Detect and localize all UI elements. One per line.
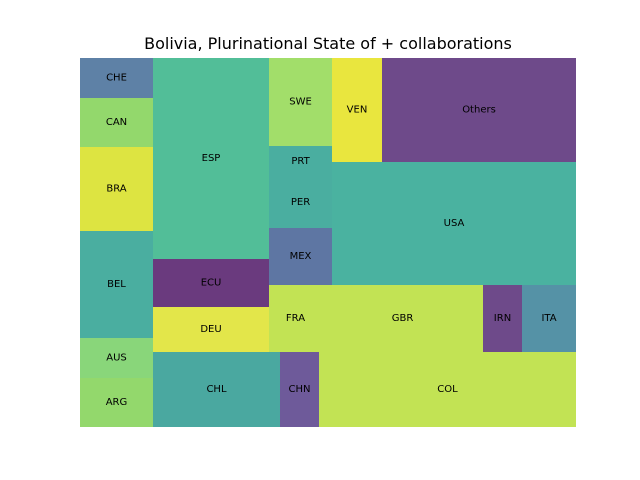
tile-label-bel: BEL [107,279,126,290]
tile-col: COL [319,352,576,427]
tile-deu: DEU [153,307,269,352]
tile-others: Others [382,58,576,162]
tile-mex: MEX [269,228,332,285]
tile-rect-can [80,98,153,147]
tile-ita: ITA [522,285,576,352]
tile-rect-ven [332,58,382,162]
tile-rect-bra [80,147,153,231]
tile-arg: ARG [80,378,153,427]
tile-rect-che [80,58,153,98]
tile-bel: BEL [80,231,153,338]
tile-label-esp: ESP [202,153,221,164]
tile-rect-per [269,177,332,228]
tile-rect-ita [522,285,576,352]
tile-per: PER [269,177,332,228]
tile-rect-mex [269,228,332,285]
tile-rect-esp [153,58,269,259]
tile-usa: USA [332,162,576,285]
tile-label-prt: PRT [291,156,310,167]
tile-prt: PRT [269,146,332,177]
tile-label-arg: ARG [106,397,128,408]
tile-label-per: PER [291,197,310,208]
tile-label-usa: USA [444,218,465,229]
tile-swe: SWE [269,58,332,146]
tile-ven: VEN [332,58,382,162]
tile-label-can: CAN [106,117,127,128]
tile-label-fra: FRA [286,313,305,324]
tile-label-swe: SWE [289,97,312,108]
tile-label-ven: VEN [347,105,368,116]
tile-rect-col [319,352,576,427]
tile-label-ecu: ECU [201,278,222,289]
tile-gbr: GBR [322,285,483,352]
tile-label-others: Others [462,105,496,116]
tile-rect-chl [153,352,280,427]
tile-bra: BRA [80,147,153,231]
tile-label-aus: AUS [106,353,127,364]
tile-label-gbr: GBR [392,313,414,324]
tile-rect-fra [269,285,322,352]
tile-rect-swe [269,58,332,146]
tile-chn: CHN [280,352,319,427]
tile-label-bra: BRA [106,184,126,195]
tile-irn: IRN [483,285,522,352]
tile-aus: AUS [80,338,153,378]
tile-rect-chn [280,352,319,427]
tile-esp: ESP [153,58,269,259]
tile-rect-gbr [322,285,483,352]
tile-rect-prt [269,146,332,177]
tile-can: CAN [80,98,153,147]
tile-label-deu: DEU [200,324,221,335]
tile-rect-arg [80,378,153,427]
tile-rect-others [382,58,576,162]
tile-label-mex: MEX [290,251,312,262]
chart-title: Bolivia, Plurinational State of + collab… [144,34,512,53]
tile-ecu: ECU [153,259,269,307]
tile-rect-usa [332,162,576,285]
tile-fra: FRA [269,285,322,352]
tile-rect-aus [80,338,153,378]
tile-label-ita: ITA [541,313,556,324]
tile-label-chl: CHL [206,384,227,395]
tile-rect-ecu [153,259,269,307]
tile-rect-deu [153,307,269,352]
tile-chl: CHL [153,352,280,427]
tile-che: CHE [80,58,153,98]
tile-label-irn: IRN [494,313,511,324]
treemap-tiles: CHE CAN BRA BEL AUS ARG ESP ECU DEU CHL SWE PRT PER M… [80,58,576,427]
tile-label-che: CHE [106,73,127,84]
tile-rect-bel [80,231,153,338]
tile-label-chn: CHN [289,384,311,395]
tile-label-col: COL [437,384,458,395]
tile-rect-irn [483,285,522,352]
